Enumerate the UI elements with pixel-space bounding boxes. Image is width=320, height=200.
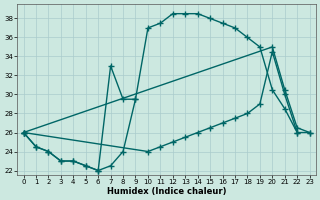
- X-axis label: Humidex (Indice chaleur): Humidex (Indice chaleur): [107, 187, 226, 196]
